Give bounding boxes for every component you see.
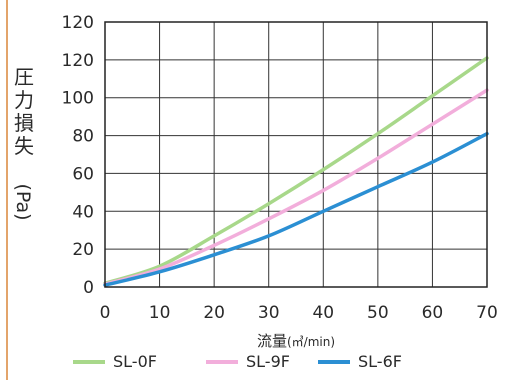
series-line-sl-9f [103,88,489,286]
x-axis-label: 流量 [257,332,287,350]
x-tick-label-0: 0 [100,303,111,323]
legend: SL-0F SL-9F SL-6F [73,352,402,371]
x-tick-label-3: 30 [258,303,280,323]
y-tick-label-0: 0 [83,278,94,298]
series-lines [103,56,489,287]
legend-label-sl-0f: SL-0F [113,352,157,371]
x-tick-label-1: 10 [149,303,171,323]
x-tick-label-4: 40 [312,303,334,323]
legend-label-sl-6f: SL-6F [358,352,402,371]
y-tick-label-3: 60 [72,164,94,184]
x-tick-labels: 0 10 20 30 40 50 60 70 [100,303,498,323]
y-axis-label: 圧力損失 [14,65,34,158]
y-tick-label-7: 120 [62,13,94,33]
y-tick-label-1: 20 [72,240,94,260]
grid [104,21,488,288]
y-tick-label-2: 40 [72,202,94,222]
x-tick-label-5: 50 [367,303,389,323]
series-line-sl-0f [103,56,489,285]
y-tick-label-5: 100 [62,89,94,109]
y-tick-labels: 0 20 40 60 80 100 120 120 [62,13,94,298]
y-tick-label-4: 80 [72,127,94,147]
left-border-rule [6,0,8,380]
y-tick-label-6: 120 [62,51,94,71]
plot-frame [104,21,488,288]
x-axis-title: 流量(㎥/min) [257,332,335,350]
series-line-sl-6f [103,131,489,287]
y-axis-unit: (Pa) [12,183,34,220]
x-axis-unit: (㎥/min) [287,335,335,349]
x-tick-label-6: 60 [422,303,444,323]
x-tick-label-7: 70 [476,303,498,323]
legend-label-sl-9f: SL-9F [246,352,290,371]
y-axis-title: 圧力損失 (Pa) [12,65,34,221]
svg-text:流量(㎥/min): 流量(㎥/min) [257,332,335,350]
x-tick-label-2: 20 [203,303,225,323]
